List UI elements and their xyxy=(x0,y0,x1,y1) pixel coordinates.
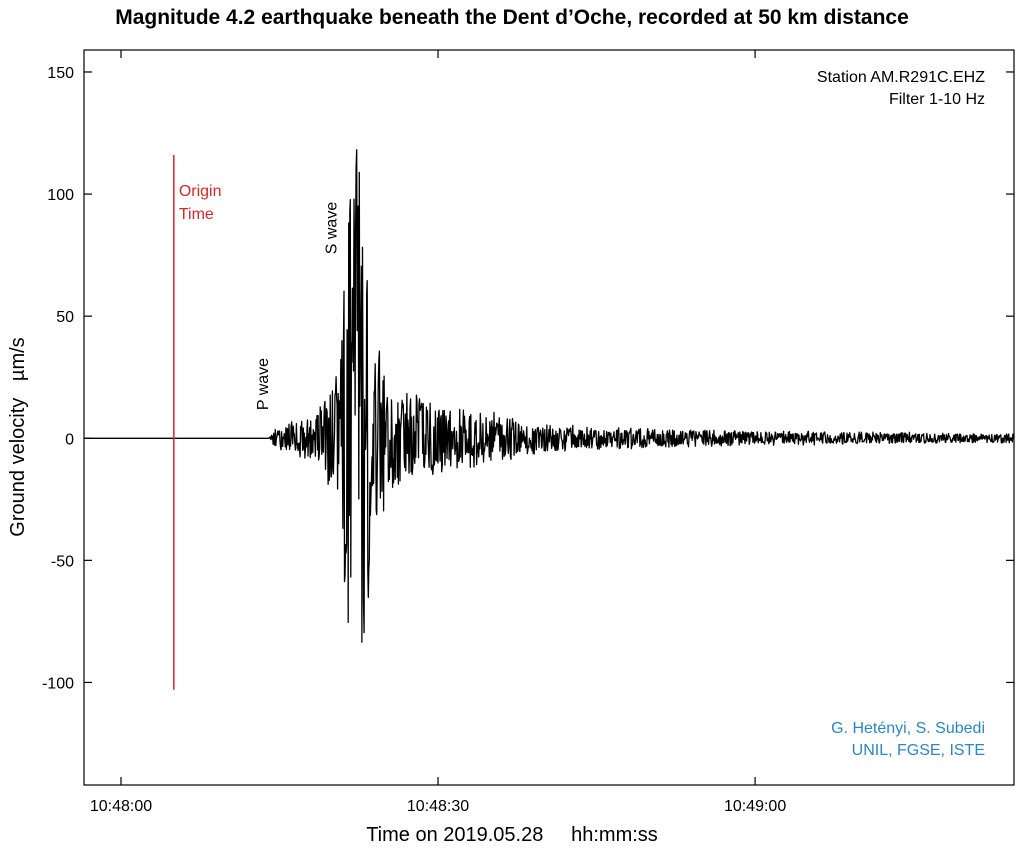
x-axis-ticks: 10:48:00 10:48:30 10:49:00 xyxy=(90,50,786,815)
y-tick-label: 100 xyxy=(47,187,74,204)
s-wave-label: S wave xyxy=(323,202,340,255)
x-tick-label: 10:49:00 xyxy=(724,798,786,815)
y-tick-label: 0 xyxy=(65,431,74,448)
x-tick-label: 10:48:30 xyxy=(407,798,469,815)
y-tick-label: 50 xyxy=(56,309,74,326)
p-wave-label: P wave xyxy=(255,358,272,410)
y-tick-label: -100 xyxy=(42,675,74,692)
station-label: Station AM.R291C.EHZ xyxy=(817,69,985,86)
y-axis-ticks: 150 100 50 0 -50 -100 xyxy=(42,65,1014,692)
chart-title: Magnitude 4.2 earthquake beneath the Den… xyxy=(115,6,909,29)
x-tick-label: 10:48:00 xyxy=(90,798,152,815)
credit-line-authors: G. Hetényi, S. Subedi xyxy=(831,720,985,737)
velocity-trace xyxy=(83,149,1015,643)
y-tick-label: -50 xyxy=(51,553,74,570)
axes-frame xyxy=(83,49,1015,786)
y-axis-label: Ground velocity µm/s xyxy=(7,337,29,536)
y-tick-label: 150 xyxy=(47,65,74,82)
origin-time-label-line2: Time xyxy=(179,206,214,223)
plot-area: 150 100 50 0 -50 -100 10:48:00 10:48:30 10:49:0… xyxy=(42,49,1015,815)
x-axis-label: Time on 2019.05.28 hh:mm:ss xyxy=(366,824,658,846)
credit-line-institution: UNIL, FGSE, ISTE xyxy=(852,742,985,759)
filter-label: Filter 1-10 Hz xyxy=(889,91,985,108)
origin-time-label-line1: Origin xyxy=(179,183,222,200)
